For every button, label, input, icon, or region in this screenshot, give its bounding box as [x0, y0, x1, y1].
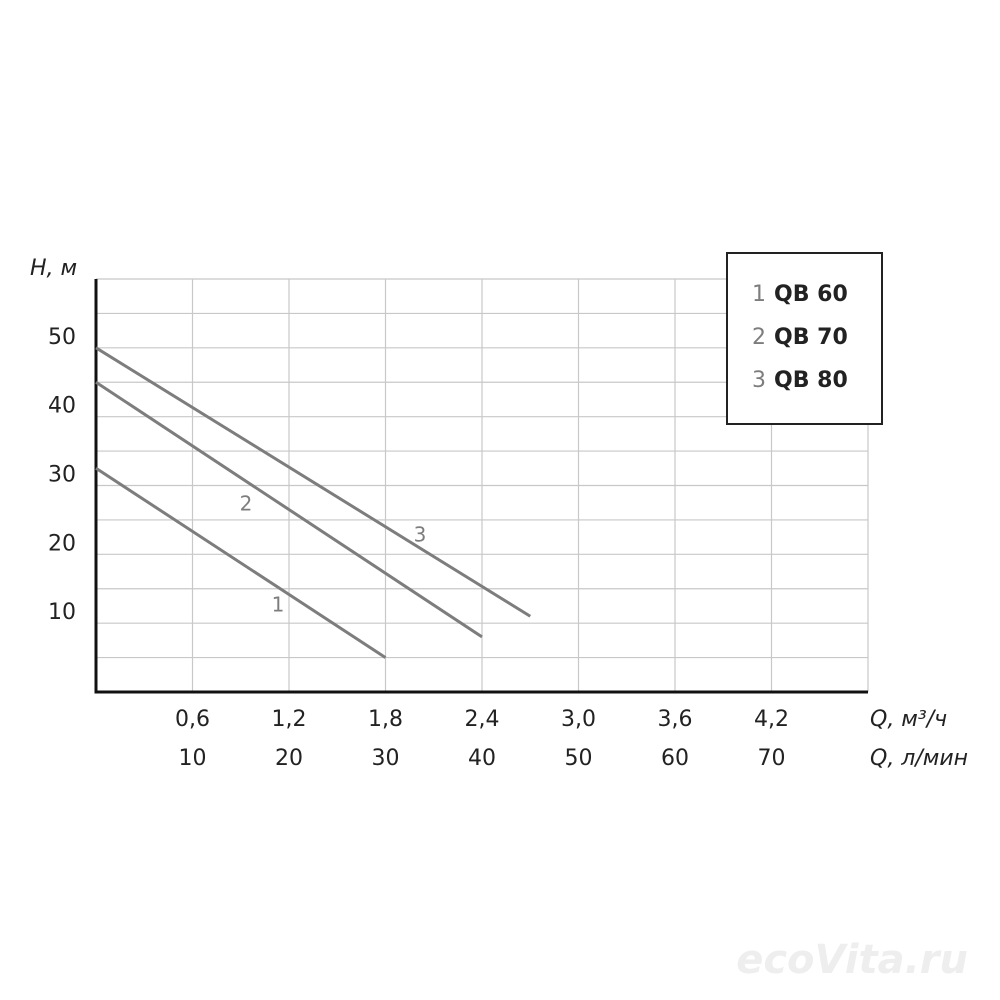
x2-axis-label: Q, л/мин	[870, 746, 968, 771]
x2-tick-label: 20	[275, 746, 303, 771]
x2-tick-label: 60	[661, 746, 689, 771]
series-line	[95, 380, 483, 639]
y-tick-label: 30	[48, 463, 76, 488]
legend-entry: QB 80	[774, 368, 848, 393]
curve-label: 3	[414, 523, 427, 547]
y-tick-label: 40	[48, 394, 76, 419]
x2-tick-label: 30	[372, 746, 400, 771]
x-tick-label: 1,8	[368, 707, 403, 732]
y-tick-label: 10	[48, 600, 76, 625]
series-line	[95, 467, 387, 659]
x-tick-label: 4,2	[754, 707, 789, 732]
y-axis-label: H, м	[30, 256, 77, 281]
legend-entry: QB 70	[774, 325, 848, 350]
legend-number: 1	[752, 282, 766, 307]
legend-box	[726, 252, 883, 425]
x2-tick-label: 10	[179, 746, 207, 771]
x-tick-label: 0,6	[175, 707, 210, 732]
x-tick-label: 2,4	[465, 707, 500, 732]
x-tick-label: 3,6	[658, 707, 693, 732]
curve-label: 1	[272, 593, 285, 617]
legend-entry: QB 60	[774, 282, 848, 307]
x2-tick-label: 40	[468, 746, 496, 771]
x2-tick-label: 50	[565, 746, 593, 771]
y-tick-label: 20	[48, 531, 76, 556]
x-axis-label: Q, м³/ч	[870, 707, 947, 732]
x-tick-label: 1,2	[272, 707, 307, 732]
series-line	[95, 346, 532, 618]
x2-tick-label: 70	[758, 746, 786, 771]
y-tick-label: 50	[48, 325, 76, 350]
legend-number: 3	[752, 368, 766, 393]
x-tick-label: 3,0	[561, 707, 596, 732]
curve-label: 2	[240, 492, 253, 516]
watermark: ecoVita.ru	[736, 937, 968, 983]
legend-number: 2	[752, 325, 766, 350]
